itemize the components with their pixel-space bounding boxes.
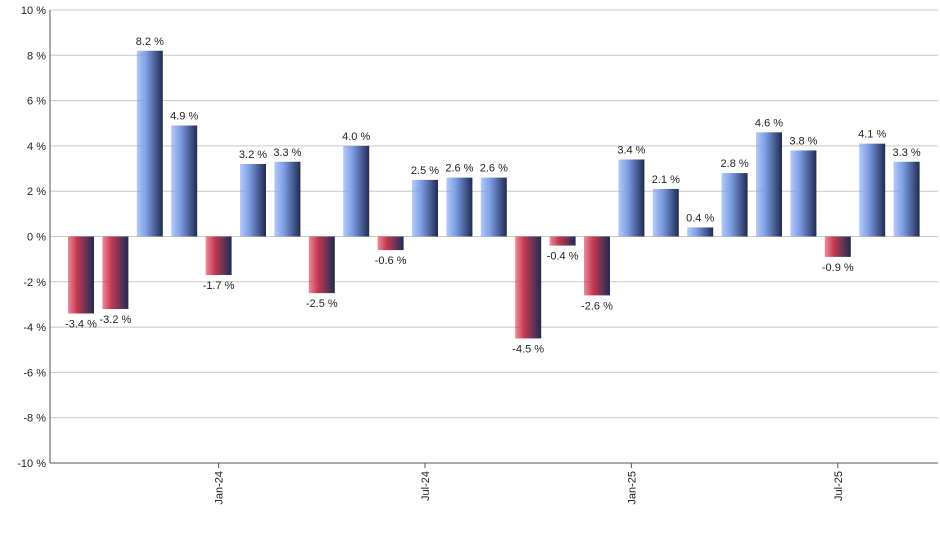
bar (205, 236, 232, 276)
bar (893, 161, 920, 237)
bar (240, 164, 266, 237)
data-label: -2.5 % (306, 298, 338, 310)
data-label: 2.6 % (480, 163, 508, 175)
y-tick-label: -4 % (23, 322, 46, 334)
bar (308, 236, 335, 294)
data-label: -4.5 % (512, 343, 544, 355)
data-label: 0.4 % (686, 212, 714, 224)
data-label: 2.8 % (721, 158, 749, 170)
data-label: 3.2 % (239, 149, 267, 161)
bar (343, 145, 370, 237)
bar (136, 50, 163, 237)
bar (549, 236, 576, 246)
data-label: 2.5 % (411, 165, 439, 177)
data-label: 3.4 % (617, 144, 645, 156)
y-tick-label: -10 % (17, 458, 46, 470)
data-label: 3.3 % (893, 147, 921, 159)
data-label: 4.6 % (755, 117, 783, 129)
data-label: 4.0 % (342, 131, 370, 143)
bar (790, 150, 817, 237)
data-label: -0.9 % (822, 262, 854, 274)
data-label: 3.3 % (273, 147, 301, 159)
y-tick-label: -2 % (23, 277, 46, 289)
bar (584, 236, 610, 296)
bar (515, 236, 542, 339)
data-label: 4.1 % (858, 129, 886, 141)
x-tick-label: Jul-25 (833, 471, 845, 501)
data-label: -0.4 % (547, 251, 579, 263)
bar (102, 236, 129, 309)
data-label: 4.9 % (170, 111, 198, 123)
bar (480, 177, 507, 237)
bar (687, 227, 714, 237)
x-tick-label: Jul-24 (420, 471, 432, 501)
data-label: 2.1 % (652, 174, 680, 186)
y-tick-label: 4 % (27, 141, 46, 153)
data-label: -3.2 % (100, 314, 132, 326)
y-tick-label: -6 % (23, 367, 46, 379)
x-tick-label: Jan-25 (626, 471, 638, 505)
data-label: 3.8 % (789, 135, 817, 147)
y-tick-label: 8 % (27, 50, 46, 62)
bar (171, 125, 198, 237)
bar (274, 161, 301, 237)
bar (446, 177, 473, 237)
bar (756, 132, 782, 237)
bar (859, 143, 886, 237)
bar (618, 159, 645, 237)
data-label: 2.6 % (445, 163, 473, 175)
bar (377, 236, 404, 251)
data-label: -3.4 % (65, 319, 97, 331)
data-label: -0.6 % (375, 255, 407, 267)
bar (412, 179, 438, 237)
data-label: -1.7 % (203, 280, 235, 292)
y-tick-label: 6 % (27, 96, 46, 108)
y-tick-label: -8 % (23, 413, 46, 425)
data-label: -2.6 % (581, 300, 613, 312)
x-tick-label: Jan-24 (214, 471, 226, 505)
bar (652, 188, 679, 237)
data-label: 8.2 % (136, 36, 164, 48)
bar (824, 236, 851, 257)
y-tick-label: 10 % (21, 5, 46, 17)
y-tick-label: 2 % (27, 186, 46, 198)
y-tick-label: 0 % (27, 232, 46, 244)
bar (721, 173, 748, 237)
bar (68, 236, 94, 314)
